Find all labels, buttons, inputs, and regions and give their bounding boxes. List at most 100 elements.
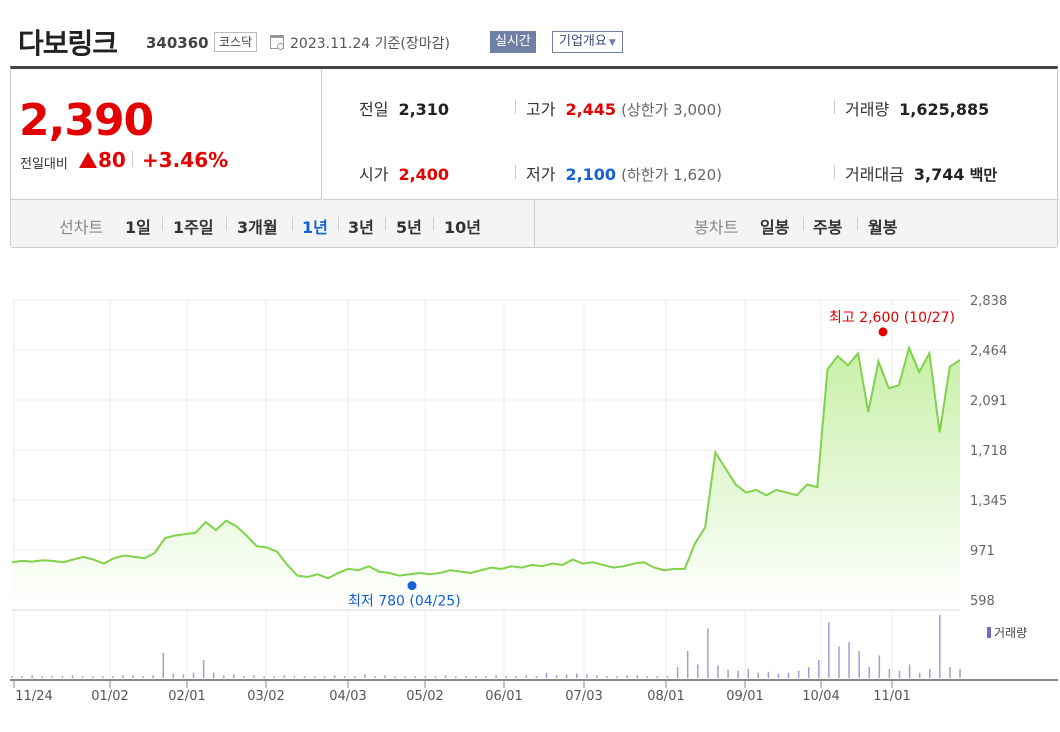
x-tick-label: 11/24 <box>15 689 52 704</box>
volume-bar <box>495 675 497 678</box>
stat-value: 2,400 <box>398 165 450 184</box>
volume-bar <box>697 664 699 678</box>
volume-bar <box>283 675 286 678</box>
low-annotation: 최저 780 (04/25) <box>348 594 461 610</box>
x-tick-label: 07/03 <box>565 689 602 704</box>
volume-bar <box>454 676 457 678</box>
stat-value: 1,625,885 <box>899 100 990 119</box>
volume-bar <box>162 652 165 678</box>
stat-label: 저가 <box>526 165 556 184</box>
volume-bar <box>939 615 941 678</box>
volume-bar <box>374 676 376 678</box>
period-1y[interactable]: 1년 <box>302 218 328 237</box>
volume-bar <box>41 676 44 678</box>
volume-bar <box>858 651 860 678</box>
market-badge: 코스닥 <box>214 32 258 52</box>
stat-label: 전일 <box>359 100 389 119</box>
period-5y[interactable]: 5년 <box>396 218 422 237</box>
volume-bar <box>777 673 780 678</box>
price-line <box>11 344 961 580</box>
x-tick-label: 06/01 <box>485 689 522 704</box>
stat-value: 2,100 <box>565 165 617 184</box>
volume-bar <box>686 651 689 678</box>
volume-bar <box>576 673 578 678</box>
change-percent: +3.46% <box>142 148 229 172</box>
volume-bar <box>555 675 558 678</box>
stat-label: 거래대금 <box>845 165 904 184</box>
current-price: 2,390 <box>19 95 154 146</box>
quote-info-box: 2,390 전일대비 80 +3.46% 전일 2,310 고가 2,445 (상한… <box>10 66 1059 248</box>
volume-bar <box>545 672 548 678</box>
title-bar: 다보링크 340360 코스닥 2023.11.24 기준(장마감) 실시간 기… <box>0 0 1060 66</box>
period-1w[interactable]: 1주일 <box>173 218 214 237</box>
period-1d[interactable]: 1일 <box>125 218 151 237</box>
divider <box>857 217 858 230</box>
volume-bar <box>616 676 618 678</box>
candle-weekly[interactable]: 주봉 <box>813 218 843 237</box>
volume-bar <box>727 669 729 678</box>
change-amount: 80 <box>98 148 126 172</box>
volume-bar <box>828 622 830 678</box>
volume-bar <box>949 667 951 678</box>
divider <box>162 217 163 230</box>
y-tick-label: 971 <box>970 544 995 559</box>
x-tick-label: 05/02 <box>406 689 443 704</box>
volume-bar <box>646 676 649 678</box>
volume-bar <box>767 671 770 678</box>
stat-high: 고가 2,445 (상한가 3,000) <box>526 96 722 120</box>
company-overview-button[interactable]: 기업개요 ▼ <box>552 31 623 53</box>
volume-bar <box>61 676 64 678</box>
stat-label: 거래량 <box>845 100 890 119</box>
volume-bar <box>102 676 104 678</box>
y-tick-label: 598 <box>970 594 995 609</box>
realtime-button[interactable]: 실시간 <box>490 31 536 53</box>
volume-bar <box>525 675 528 678</box>
volume-bar <box>344 676 346 678</box>
divider <box>803 217 804 230</box>
volume-bar <box>485 676 487 678</box>
divider <box>433 217 434 230</box>
volume-bar <box>515 676 518 678</box>
candle-daily[interactable]: 일봉 <box>760 218 790 237</box>
price-chart[interactable]: 2,838 2,464 2,091 1,718 1,345 971 598 최고 2,600… <box>10 260 1060 732</box>
x-tick-label: 03/02 <box>247 689 284 704</box>
volume-bar <box>444 675 447 678</box>
volume-bar <box>51 676 54 678</box>
stat-value: 3,744 <box>913 165 965 184</box>
volume-bar <box>565 674 568 678</box>
stat-label: 시가 <box>359 165 389 184</box>
caret-down-icon: ▼ <box>608 38 616 48</box>
stat-prev-close: 전일 2,310 <box>359 96 449 120</box>
volume-bar <box>928 669 931 678</box>
volume-bar <box>717 665 719 678</box>
x-tick-label: 09/01 <box>726 689 763 704</box>
stat-amount: 거래대금 3,744 백만 <box>845 161 997 185</box>
candle-monthly[interactable]: 월봉 <box>868 218 898 237</box>
x-tick-label: 02/01 <box>168 689 205 704</box>
volume-bar <box>465 676 467 678</box>
y-tick-label: 1,718 <box>970 444 1007 459</box>
period-3m[interactable]: 3개월 <box>237 218 278 237</box>
y-tick-label: 2,464 <box>970 344 1007 359</box>
period-10y[interactable]: 10년 <box>444 218 481 237</box>
volume-bar <box>71 675 74 678</box>
volume-bar <box>11 676 13 678</box>
period-3y[interactable]: 3년 <box>348 218 374 237</box>
high-marker <box>878 327 888 337</box>
volume-bar <box>676 667 679 678</box>
volume-bar <box>606 676 608 678</box>
volume-bar <box>787 672 790 678</box>
date-text: 2023.11.24 기준(장마감) <box>290 36 450 52</box>
lower-limit: (하한가 1,620) <box>621 166 722 184</box>
volume-bar <box>21 676 23 678</box>
y-tick-label: 2,091 <box>970 394 1007 409</box>
divider <box>132 151 133 167</box>
price-chart-svg[interactable]: 2,838 2,464 2,091 1,718 1,345 971 598 최고 2,600… <box>10 260 1060 732</box>
volume-bar <box>404 676 407 678</box>
stat-value: 2,445 <box>565 100 617 119</box>
volume-bar <box>253 675 255 678</box>
change-label: 전일대비 <box>20 157 68 172</box>
volume-bar <box>434 676 437 678</box>
volume-bar <box>212 672 215 678</box>
divider <box>385 217 386 230</box>
